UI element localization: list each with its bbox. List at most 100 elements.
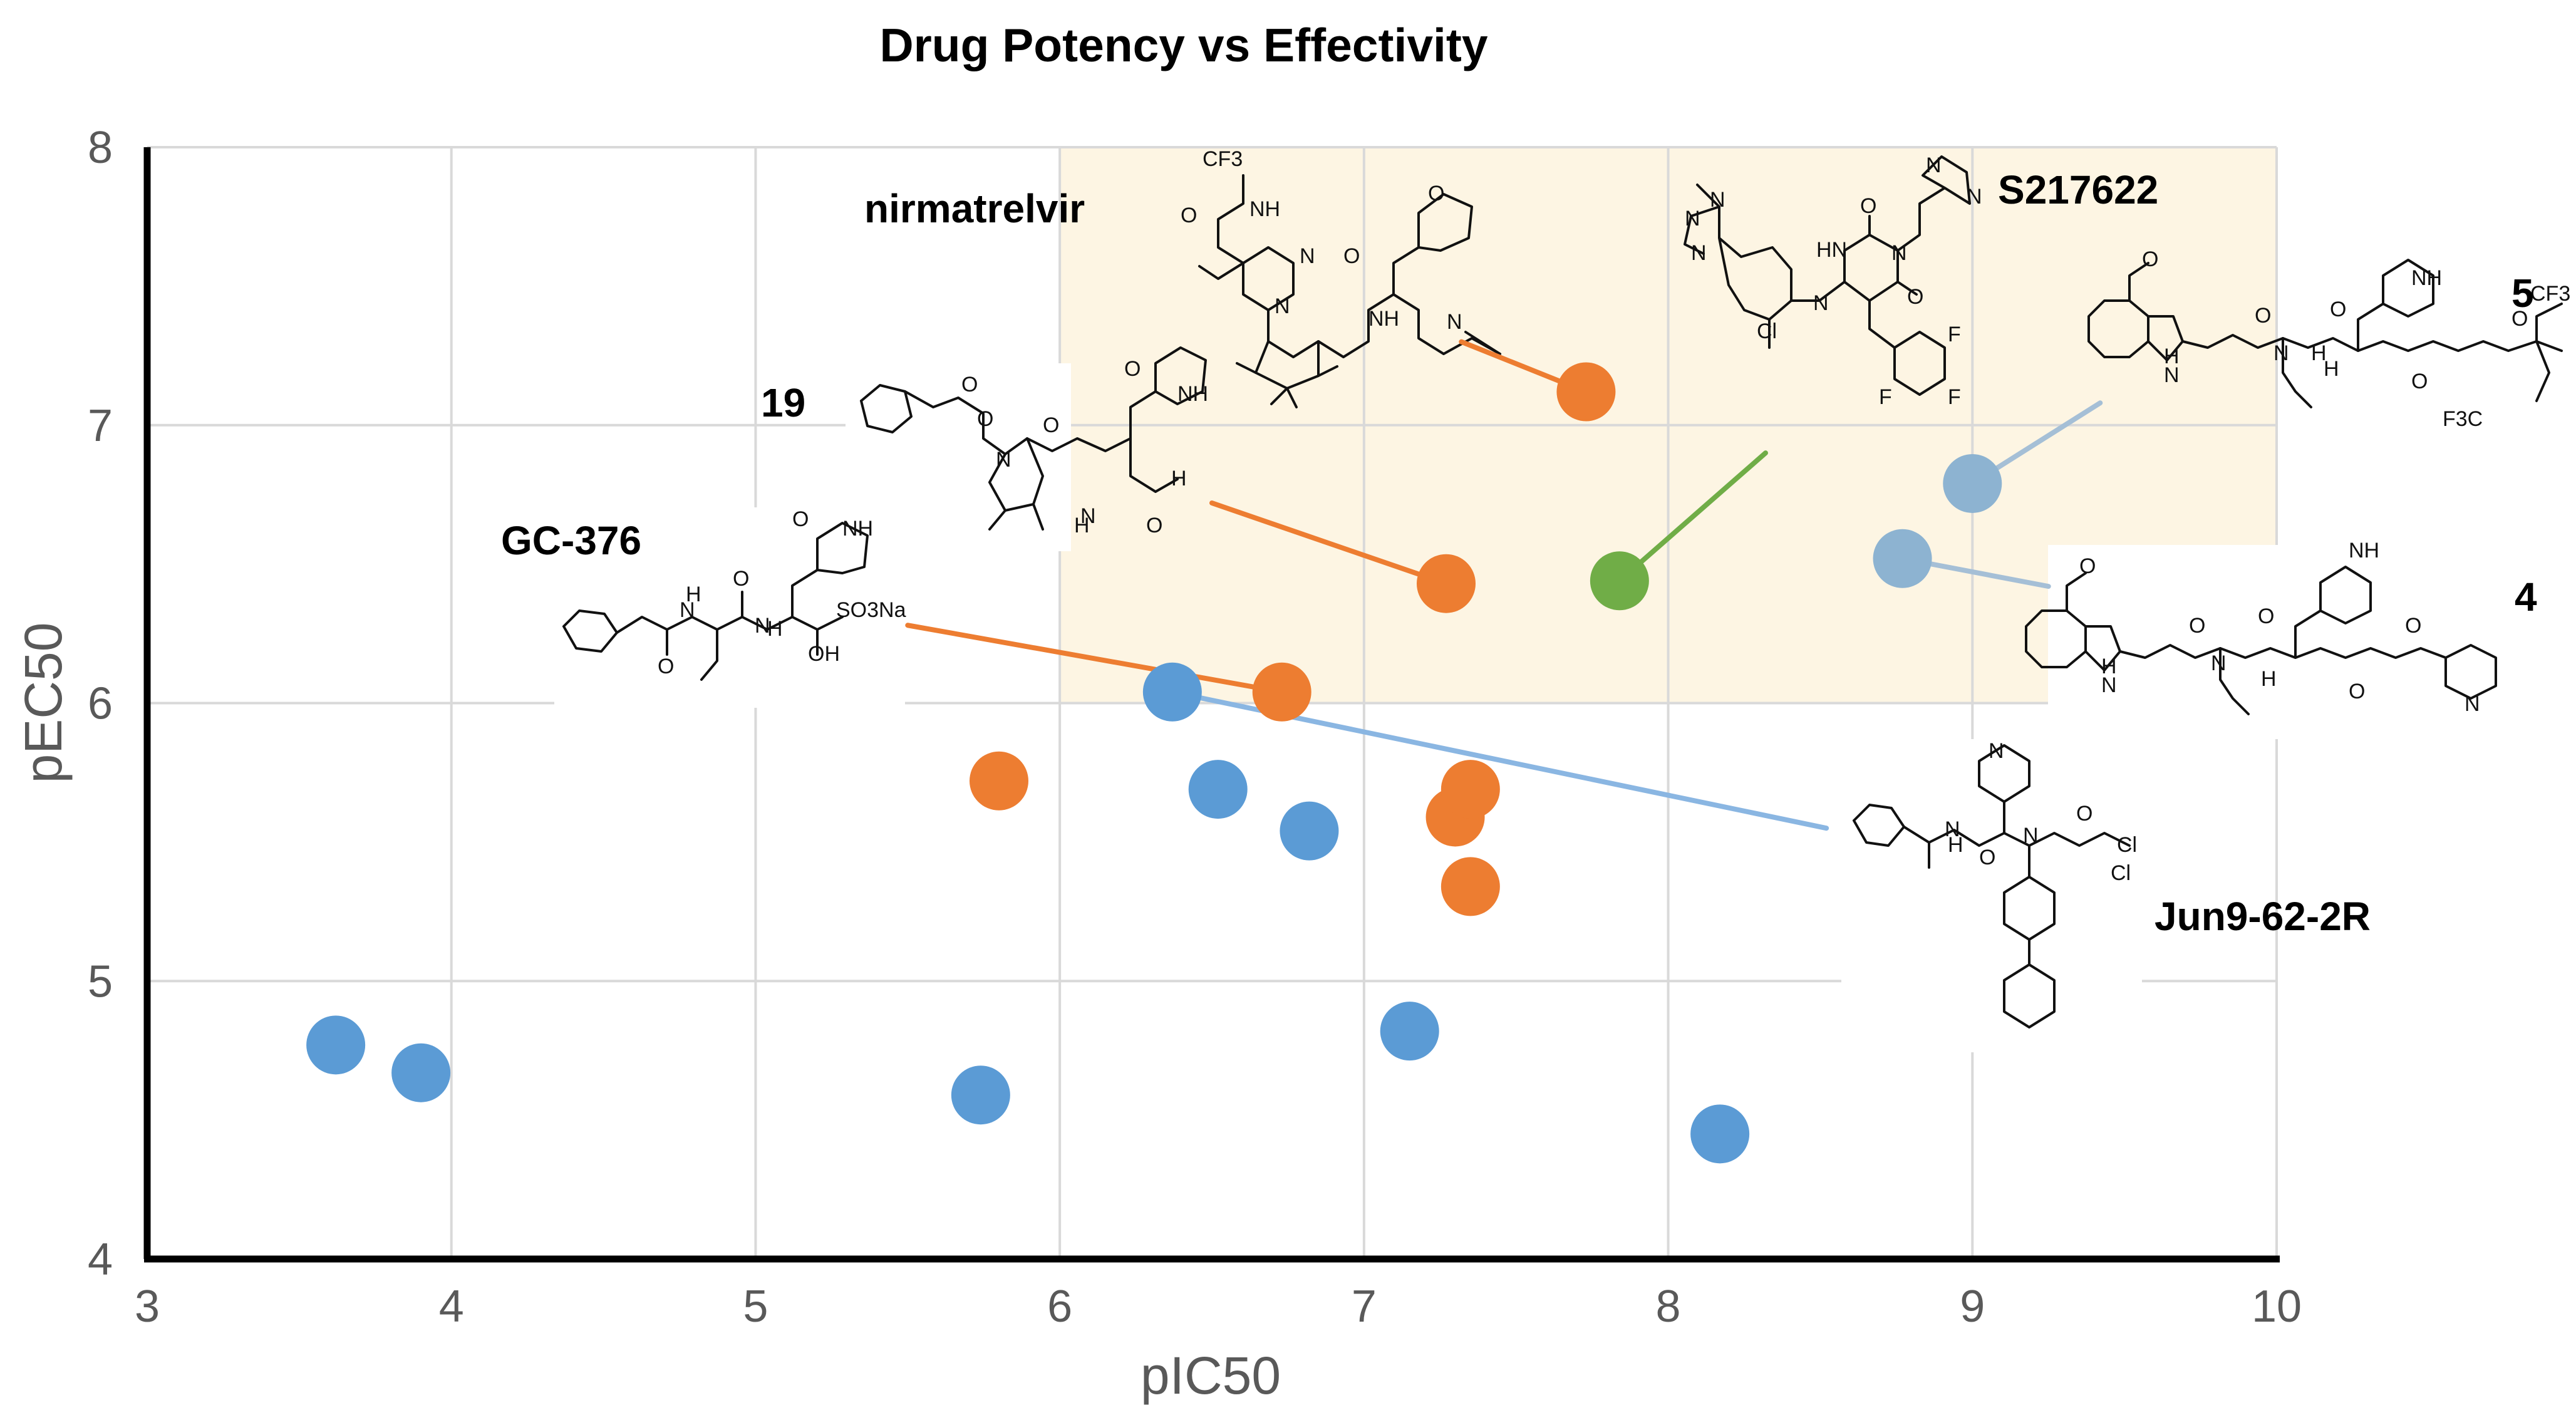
data-points: [306, 362, 2002, 1164]
structure-label: N: [1967, 185, 1982, 209]
data-point-green: [1590, 551, 1649, 611]
structure-label: N: [1710, 188, 1725, 212]
x-axis-ticks: 3 4 5 6 7 8 9 10: [135, 1282, 2302, 1332]
structure-label: SO3Na: [836, 598, 906, 622]
structure-label: O: [1343, 244, 1360, 268]
data-point-blue: [306, 1015, 366, 1075]
structure-label: N: [2164, 363, 2180, 387]
structure-label: H: [767, 617, 783, 641]
structure-label: F: [1948, 385, 1961, 409]
y-tick-label: 6: [88, 679, 113, 729]
structure-label: O: [2189, 614, 2205, 638]
label-nirmatrelvir: nirmatrelvir: [864, 186, 1085, 231]
x-tick-label: 6: [1047, 1282, 1072, 1332]
structure-label: N: [1300, 244, 1315, 268]
data-point-blue: [1690, 1104, 1750, 1164]
structure-label: H: [2101, 655, 2117, 678]
structure-label: N: [2101, 673, 2117, 697]
structure-label: CF3: [2530, 282, 2570, 306]
y-tick-label: 4: [88, 1235, 113, 1285]
leader-line: [905, 623, 1285, 695]
structure-label: O: [2258, 604, 2274, 628]
structure-label: NH: [2349, 539, 2379, 562]
structure-label: N: [2273, 341, 2289, 365]
label-jun9-62-2r: Jun9-62-2R: [2154, 894, 2371, 939]
jun9-62-2r-structure: N H N O N O Cl Cl: [1841, 739, 2142, 1052]
y-axis-ticks: 4 5 6 7 8: [88, 123, 113, 1285]
gc-376-structure: O NH H N O N O H SO3Na OH: [554, 507, 906, 708]
x-tick-label: 10: [2252, 1282, 2302, 1332]
structure-label: O: [2330, 298, 2346, 321]
structure-label: NH: [842, 517, 873, 541]
structure-label: NH: [1368, 307, 1399, 331]
structure-label: O: [1043, 413, 1059, 437]
structure-label: N: [2465, 692, 2480, 716]
structure-label: O: [2142, 247, 2158, 271]
structure-label: HN: [1816, 238, 1847, 262]
data-point-orange: [1441, 760, 1500, 819]
structure-label: O: [961, 373, 978, 396]
chart-title: Drug Potency vs Effectivity: [879, 19, 1487, 71]
leader-line: [1209, 500, 1449, 586]
structure-label: N: [1891, 241, 1907, 265]
x-tick-label: 3: [135, 1282, 160, 1332]
structure-label: H: [686, 583, 701, 606]
structure-label: O: [2349, 680, 2365, 703]
structure-label: N: [1945, 817, 1960, 841]
data-point-blue: [391, 1043, 451, 1102]
structure-label: H: [1948, 833, 1963, 857]
structure-label: N: [2023, 824, 2039, 847]
nirmatrelvir-structure: CF3 NH O N O N NH O N: [1181, 147, 1501, 408]
structure-label: O: [2079, 554, 2096, 578]
x-tick-label: 4: [439, 1282, 464, 1332]
data-point-blue: [1280, 801, 1339, 861]
structure-label: N: [1275, 294, 1290, 318]
data-point-orange: [970, 751, 1028, 811]
structure-label: H: [1171, 467, 1187, 490]
compound-19-structure: O O N O N H O O NH H: [846, 346, 1208, 551]
structure-label: F3C: [2443, 407, 2483, 431]
y-tick-label: 7: [88, 401, 113, 451]
structure-label: H: [2261, 667, 2277, 691]
data-point-blue: [1188, 760, 1248, 819]
structure-label: Cl: [2111, 861, 2131, 885]
structure-label: CF3: [1203, 147, 1243, 171]
structure-label: OH: [808, 642, 840, 666]
data-point-orange: [1252, 662, 1311, 722]
structure-label: N: [1685, 207, 1700, 231]
structure-label: H: [2311, 341, 2327, 365]
data-point-light-blue: [1943, 453, 2002, 513]
x-tick-label: 5: [743, 1282, 768, 1332]
label-5: 5: [2511, 271, 2534, 316]
s217622-structure: N N N N HN N O O N N Cl F F F: [1684, 153, 1982, 409]
structure-label: N: [1989, 739, 2004, 763]
y-tick-label: 8: [88, 123, 113, 173]
leader-line: [1616, 450, 1768, 584]
structure-label: H: [1074, 514, 1090, 537]
structure-label: O: [2411, 370, 2428, 393]
structure-label: O: [2511, 307, 2528, 331]
y-axis-label: pEC50: [14, 623, 73, 784]
structure-label: N: [996, 448, 1011, 472]
structure-label: O: [1428, 182, 1444, 205]
compound-4-structure: O NH N H O N H O O O N: [2025, 539, 2497, 739]
label-gc-376: GC-376: [501, 518, 641, 563]
data-point-blue: [1380, 1002, 1439, 1061]
compound-5-structure: O NH N H O N H O H O O CF3 F3C: [2087, 247, 2570, 431]
structure-label: N: [1691, 241, 1707, 265]
structure-label: N: [1447, 310, 1462, 334]
structure-label: N: [755, 614, 770, 638]
structure-label: F: [1879, 385, 1892, 409]
x-tick-label: 9: [1960, 1282, 1985, 1332]
data-point-orange: [1556, 362, 1616, 422]
y-tick-label: 5: [88, 956, 113, 1007]
structure-label: O: [733, 567, 749, 591]
structure-label: O: [2405, 614, 2421, 638]
structure-label: O: [977, 407, 993, 431]
structure-label: F: [1948, 323, 1961, 346]
structure-label: O: [1181, 204, 1197, 227]
structure-label: H: [2324, 357, 2339, 381]
data-point-blue: [951, 1065, 1010, 1125]
x-tick-label: 7: [1352, 1282, 1377, 1332]
